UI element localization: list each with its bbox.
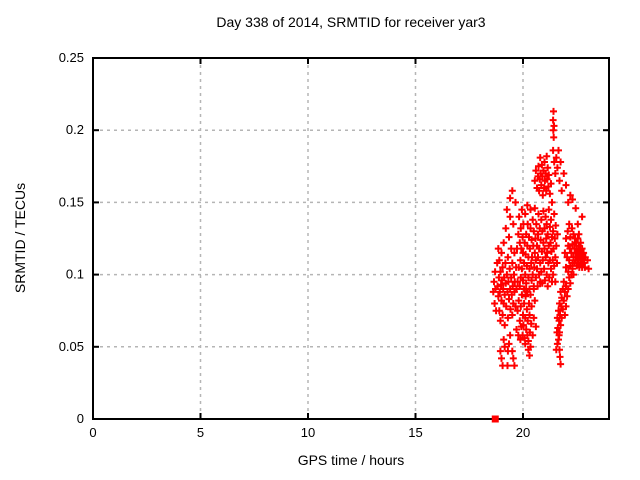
- y-tick-label: 0.1: [66, 267, 84, 282]
- y-axis-label: SRMTID / TECUs: [12, 182, 28, 294]
- x-tick-label: 10: [301, 425, 315, 440]
- x-tick-label: 15: [408, 425, 422, 440]
- x-tick-label: 20: [516, 425, 530, 440]
- x-axis-label: GPS time / hours: [297, 452, 405, 468]
- x-tick-label: 5: [197, 425, 204, 440]
- chart-title: Day 338 of 2014, SRMTID for receiver yar…: [216, 14, 486, 30]
- y-tick-label: 0.05: [59, 339, 84, 354]
- zero-point-marker: [491, 415, 499, 423]
- y-tick-label: 0: [77, 411, 84, 426]
- scatter-points: [489, 107, 593, 370]
- tick-marks: [92, 57, 609, 420]
- y-tick-label: 0.15: [59, 194, 84, 209]
- plot-border: [92, 57, 610, 420]
- y-tick-label: 0.2: [66, 122, 84, 137]
- y-tick-label: 0.25: [59, 50, 84, 65]
- x-tick-label: 0: [89, 425, 96, 440]
